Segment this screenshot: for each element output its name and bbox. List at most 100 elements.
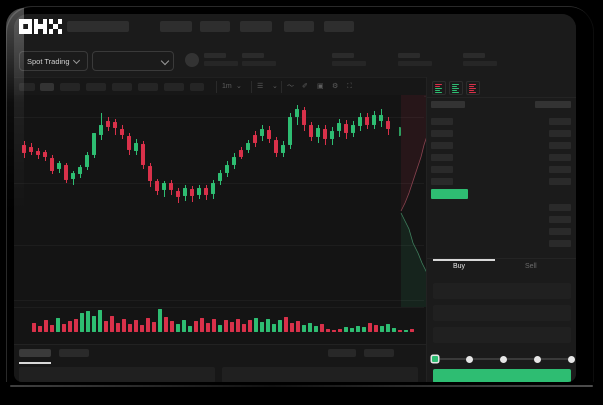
candle-37: [281, 95, 285, 307]
bid-row-amount-1[interactable]: [549, 216, 571, 223]
tab-sell[interactable]: Sell: [525, 263, 537, 270]
interval-button-4[interactable]: [112, 83, 132, 91]
place-buy-order-button[interactable]: [433, 369, 571, 382]
gridline-2: [14, 245, 424, 246]
candle-body-28: [218, 173, 222, 181]
top-header: [14, 14, 576, 44]
ask-row-price-2[interactable]: [431, 142, 453, 149]
ask-row-amount-5[interactable]: [549, 178, 571, 185]
pair-selector[interactable]: [92, 51, 174, 71]
orderbook-view-asks-icon[interactable]: [466, 81, 480, 95]
bid-row-amount-0[interactable]: [549, 204, 571, 211]
orderbook-view-both-icon[interactable]: [432, 81, 446, 95]
header-nav-item-5[interactable]: [324, 21, 354, 32]
interval-button-1[interactable]: [40, 83, 54, 91]
orders-action-1[interactable]: [364, 349, 394, 357]
volume-bar-12: [104, 321, 108, 332]
slider-node-75[interactable]: [534, 355, 541, 363]
volume-bar-37: [254, 318, 258, 332]
ask-row-price-4[interactable]: [431, 166, 453, 173]
candle-5: [57, 95, 61, 307]
slider-node-0[interactable]: [432, 356, 438, 362]
candle-body-14: [120, 129, 124, 135]
device-base-edge: [10, 385, 593, 387]
volume-bar-7: [74, 319, 78, 332]
slider-node-25[interactable]: [466, 355, 473, 363]
volume-bar-1: [38, 326, 42, 332]
candle-18: [148, 95, 152, 307]
depth-marker-bid: [399, 127, 401, 136]
chart-type-icon[interactable]: ☰: [257, 83, 264, 90]
settings-gear-icon[interactable]: ⚙: [332, 83, 339, 90]
interval-dropdown-icon[interactable]: 1m: [222, 83, 232, 90]
interval-button-6[interactable]: [164, 83, 184, 91]
candlestick-chart[interactable]: [14, 95, 424, 344]
candle-body-29: [225, 165, 229, 173]
orders-action-0[interactable]: [328, 349, 356, 357]
volume-bar-26: [188, 326, 192, 332]
header-nav-item-1[interactable]: [160, 21, 192, 32]
volume-bar-44: [296, 321, 300, 332]
price-input[interactable]: [433, 283, 571, 299]
volume-bar-6: [68, 321, 72, 332]
orders-tab-1[interactable]: [59, 349, 89, 357]
candle-31: [239, 95, 243, 307]
trade-side-tabs[interactable]: Buy Sell: [427, 259, 576, 278]
slider-node-100[interactable]: [568, 355, 575, 363]
header-nav-item-0[interactable]: [67, 21, 129, 32]
ask-row-amount-1[interactable]: [549, 130, 571, 137]
trading-mode-selector[interactable]: Spot Trading: [19, 51, 88, 71]
draw-pencil-icon[interactable]: ✐: [302, 83, 308, 90]
market-stat-label-0: [204, 53, 226, 58]
ask-row-amount-3[interactable]: [549, 154, 571, 161]
amount-percent-slider[interactable]: [432, 355, 575, 363]
slider-node-50[interactable]: [500, 355, 507, 363]
orderbook-trade-panel: Buy Sell: [426, 77, 576, 382]
candle-body-7: [71, 173, 75, 179]
volume-bar-35: [242, 324, 246, 332]
chevron-down-icon[interactable]: ⌄: [272, 83, 278, 90]
volume-bar-4: [56, 318, 60, 332]
amount-input[interactable]: [433, 305, 571, 321]
interval-button-5[interactable]: [138, 83, 158, 91]
candle-30: [232, 95, 236, 307]
market-stat-4: [463, 53, 503, 67]
volume-bar-32: [224, 320, 228, 332]
header-nav-item-2[interactable]: [200, 21, 230, 32]
candle-body-17: [141, 144, 145, 165]
okx-logo[interactable]: [19, 19, 63, 34]
header-nav-item-3[interactable]: [240, 21, 272, 32]
interval-button-0[interactable]: [19, 83, 35, 91]
okx-logo-glyph-o: [19, 19, 32, 34]
ask-row-price-3[interactable]: [431, 154, 453, 161]
chevron-down-icon[interactable]: ⌄: [236, 83, 242, 90]
gridline-3: [14, 300, 424, 301]
ask-row-amount-2[interactable]: [549, 142, 571, 149]
ask-row-amount-4[interactable]: [549, 166, 571, 173]
active-tab-underline: [433, 259, 495, 261]
interval-button-7[interactable]: [190, 83, 204, 91]
camera-icon[interactable]: ▣: [317, 83, 324, 90]
volume-bar-11: [98, 310, 102, 332]
tab-buy[interactable]: Buy: [453, 263, 466, 270]
indicator-icon[interactable]: 〜: [287, 83, 294, 90]
candle-body-13: [113, 122, 117, 128]
ask-row-price-5[interactable]: [431, 178, 453, 185]
fullscreen-icon[interactable]: ⛶: [347, 83, 352, 90]
interval-button-2[interactable]: [60, 83, 80, 91]
candle-17: [141, 95, 145, 307]
orderbook-col-header-price: [431, 101, 465, 108]
total-input[interactable]: [433, 327, 571, 343]
ask-row-price-1[interactable]: [431, 130, 453, 137]
candle-32: [246, 95, 250, 307]
orders-tab-0[interactable]: [19, 349, 51, 357]
bid-row-amount-2[interactable]: [549, 228, 571, 235]
bid-row-amount-3[interactable]: [549, 240, 571, 247]
orderbook-view-bids-icon[interactable]: [449, 81, 463, 95]
volume-bar-27: [194, 321, 198, 332]
candle-body-51: [379, 115, 383, 121]
ask-row-amount-0[interactable]: [549, 118, 571, 125]
ask-row-price-0[interactable]: [431, 118, 453, 125]
header-nav-item-4[interactable]: [284, 21, 314, 32]
interval-button-3[interactable]: [86, 83, 106, 91]
